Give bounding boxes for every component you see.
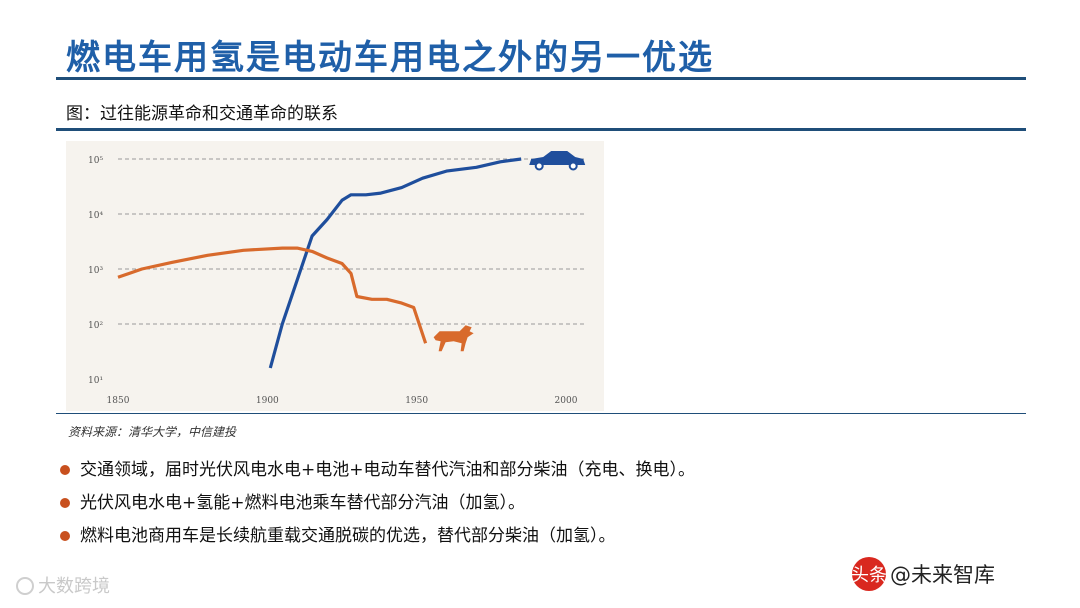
toutiao-badge: 头条	[851, 557, 887, 591]
y-tick-label: 10⁴	[88, 211, 103, 221]
bullet-text: 交通领域，届时光伏风电水电+电池+电动车替代汽油和部分柴油（充电、换电）。	[80, 460, 695, 480]
bullet-dot-icon	[60, 498, 70, 508]
y-tick-label: 10³	[88, 266, 103, 276]
watermark-logo-icon	[16, 577, 34, 595]
title-underline	[56, 77, 1026, 80]
series-line-1	[117, 246, 428, 344]
x-tick-label: 1950	[405, 396, 428, 406]
watermark-right-text: @未来智库	[890, 563, 995, 587]
y-tick-label: 10¹	[88, 376, 103, 386]
bullet-item: 燃料电池商用车是长续航重载交通脱碳的优选，替代部分柴油（加氢）。	[58, 524, 695, 557]
chart-panel: 10¹ 10² 10³ 10⁴ 10⁵ 1850 1900 1950 2000	[66, 141, 604, 411]
bullet-item: 交通领域，届时光伏风电水电+电池+电动车替代汽油和部分柴油（充电、换电）。	[58, 458, 695, 491]
slide-title: 燃电车用氢是电动车用电之外的另一优选	[66, 38, 714, 78]
bullet-text: 燃料电池商用车是长续航重载交通脱碳的优选，替代部分柴油（加氢）。	[80, 526, 616, 546]
car-icon	[529, 151, 586, 171]
x-tick-label: 2000	[555, 396, 578, 406]
watermark-right: 头条 @未来智库	[851, 556, 995, 592]
x-tick-label: 1900	[256, 396, 279, 406]
x-tick-label: 1850	[107, 396, 130, 406]
horse-icon	[433, 325, 474, 352]
bullet-dot-icon	[60, 531, 70, 541]
series-line-0	[268, 157, 522, 369]
chart-bottom-rule	[56, 413, 1026, 414]
y-tick-label: 10⁵	[88, 156, 103, 166]
energy-transport-chart: 10¹ 10² 10³ 10⁴ 10⁵ 1850 1900 1950 2000	[88, 151, 586, 406]
caption-underline	[56, 128, 1026, 131]
bullet-dot-icon	[60, 465, 70, 475]
bullet-item: 光伏风电水电+氢能+燃料电池乘车替代部分汽油（加氢）。	[58, 491, 695, 524]
y-tick-label: 10²	[88, 321, 103, 331]
figure-caption: 图：过往能源革命和交通革命的联系	[66, 104, 338, 124]
watermark-left: 大数跨境	[16, 572, 110, 598]
bullet-text: 光伏风电水电+氢能+燃料电池乘车替代部分汽油（加氢）。	[80, 493, 525, 513]
source-note: 资料来源：清华大学，中信建投	[68, 425, 237, 439]
bullet-list: 交通领域，届时光伏风电水电+电池+电动车替代汽油和部分柴油（充电、换电）。 光伏…	[58, 458, 695, 557]
